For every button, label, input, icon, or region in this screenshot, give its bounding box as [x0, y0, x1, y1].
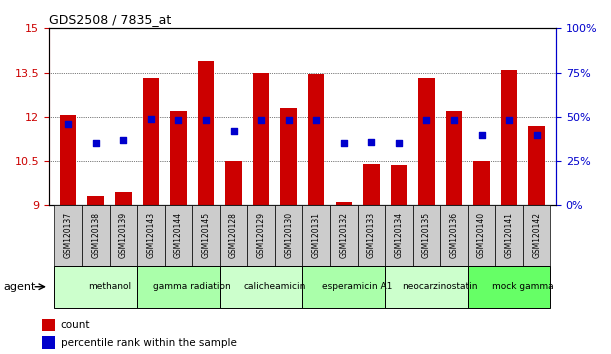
Text: percentile rank within the sample: percentile rank within the sample: [61, 338, 236, 348]
Text: neocarzinostatin: neocarzinostatin: [403, 282, 478, 291]
Text: esperamicin A1: esperamicin A1: [323, 282, 393, 291]
Text: GSM120140: GSM120140: [477, 212, 486, 258]
FancyBboxPatch shape: [496, 205, 523, 266]
Point: [229, 128, 238, 134]
Point: [422, 118, 431, 123]
FancyBboxPatch shape: [247, 205, 275, 266]
Bar: [170, 111, 187, 205]
Point: [91, 141, 101, 146]
FancyBboxPatch shape: [385, 266, 468, 308]
FancyBboxPatch shape: [302, 266, 385, 308]
Text: GSM120129: GSM120129: [257, 212, 266, 258]
FancyBboxPatch shape: [468, 266, 551, 308]
FancyBboxPatch shape: [220, 205, 247, 266]
Point: [477, 132, 486, 137]
FancyBboxPatch shape: [109, 205, 137, 266]
Text: GSM120142: GSM120142: [532, 212, 541, 258]
FancyBboxPatch shape: [220, 266, 302, 308]
Point: [367, 139, 376, 144]
FancyBboxPatch shape: [441, 205, 468, 266]
Bar: [390, 166, 407, 205]
Text: count: count: [61, 320, 90, 330]
Text: GSM120143: GSM120143: [147, 212, 155, 258]
Text: GSM120144: GSM120144: [174, 212, 183, 258]
FancyBboxPatch shape: [164, 205, 192, 266]
Point: [146, 116, 156, 121]
Bar: [87, 196, 104, 205]
Point: [174, 118, 183, 123]
Text: gamma radiation: gamma radiation: [153, 282, 231, 291]
FancyBboxPatch shape: [137, 266, 220, 308]
Text: GSM120138: GSM120138: [91, 212, 100, 258]
Text: GSM120133: GSM120133: [367, 212, 376, 258]
Point: [256, 118, 266, 123]
Point: [449, 118, 459, 123]
Point: [119, 137, 128, 143]
Bar: [418, 79, 435, 205]
Bar: [363, 164, 379, 205]
Bar: [42, 319, 56, 331]
FancyBboxPatch shape: [275, 205, 302, 266]
Bar: [446, 111, 463, 205]
Bar: [115, 192, 131, 205]
Bar: [474, 161, 490, 205]
Bar: [225, 161, 242, 205]
Text: GSM120141: GSM120141: [505, 212, 514, 258]
Bar: [501, 70, 518, 205]
Text: agent: agent: [3, 282, 35, 292]
Text: GDS2508 / 7835_at: GDS2508 / 7835_at: [49, 13, 171, 26]
Point: [504, 118, 514, 123]
FancyBboxPatch shape: [330, 205, 357, 266]
Text: GSM120139: GSM120139: [119, 212, 128, 258]
Bar: [335, 202, 352, 205]
Text: GSM120136: GSM120136: [450, 212, 458, 258]
FancyBboxPatch shape: [357, 205, 385, 266]
Point: [312, 118, 321, 123]
Text: GSM120137: GSM120137: [64, 212, 73, 258]
Point: [201, 118, 211, 123]
FancyBboxPatch shape: [523, 205, 551, 266]
Text: GSM120145: GSM120145: [202, 212, 210, 258]
Point: [64, 121, 73, 127]
Text: GSM120131: GSM120131: [312, 212, 321, 258]
Text: GSM120134: GSM120134: [395, 212, 403, 258]
FancyBboxPatch shape: [468, 205, 496, 266]
Bar: [42, 336, 56, 349]
Text: GSM120130: GSM120130: [284, 212, 293, 258]
Text: mock gamma: mock gamma: [492, 282, 554, 291]
FancyBboxPatch shape: [54, 266, 137, 308]
FancyBboxPatch shape: [137, 205, 164, 266]
Point: [394, 141, 404, 146]
Text: calicheamicin: calicheamicin: [244, 282, 306, 291]
Point: [532, 132, 541, 137]
FancyBboxPatch shape: [82, 205, 109, 266]
Point: [284, 118, 293, 123]
FancyBboxPatch shape: [385, 205, 412, 266]
FancyBboxPatch shape: [302, 205, 330, 266]
FancyBboxPatch shape: [192, 205, 220, 266]
Bar: [60, 115, 76, 205]
Text: GSM120132: GSM120132: [339, 212, 348, 258]
Bar: [529, 126, 545, 205]
Bar: [198, 61, 214, 205]
Bar: [142, 79, 159, 205]
Text: methanol: methanol: [88, 282, 131, 291]
Text: GSM120128: GSM120128: [229, 212, 238, 258]
Bar: [280, 108, 297, 205]
FancyBboxPatch shape: [54, 205, 82, 266]
Text: GSM120135: GSM120135: [422, 212, 431, 258]
Bar: [308, 74, 324, 205]
Bar: [253, 73, 269, 205]
FancyBboxPatch shape: [412, 205, 441, 266]
Point: [339, 141, 349, 146]
